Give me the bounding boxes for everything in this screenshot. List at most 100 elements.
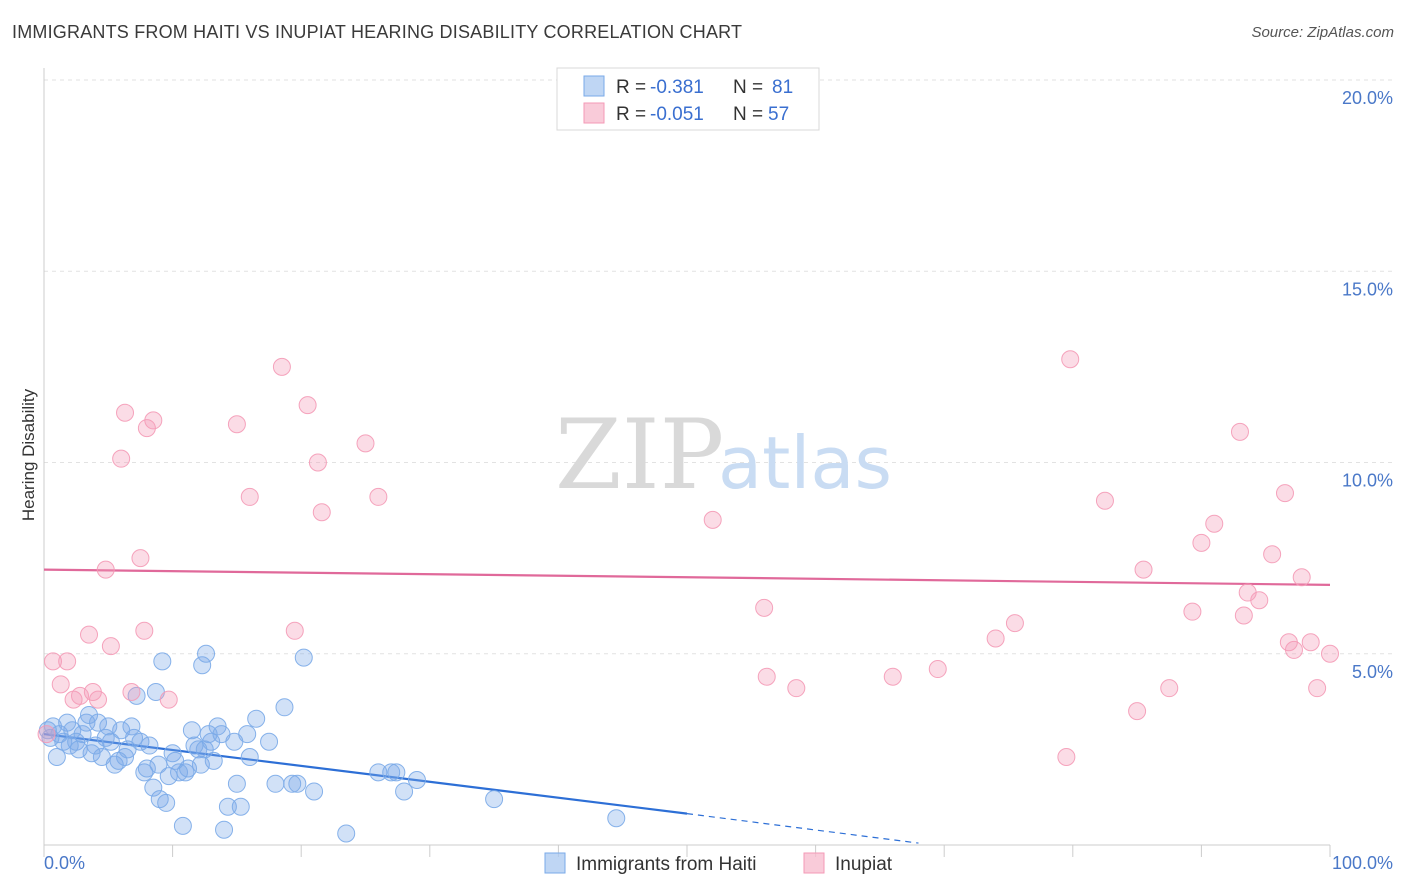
point-haiti-69 [294, 648, 313, 667]
point-haiti-71 [337, 824, 356, 843]
point-haiti-67 [283, 774, 302, 793]
trend-line-extension-haiti [686, 813, 919, 844]
point-haiti-20 [101, 732, 120, 751]
legend-r-value-haiti: -0.381 [650, 77, 704, 98]
point-inupiat-53 [1292, 568, 1311, 587]
top-legend: R = -0.381 N = 81 R = -0.051 N = 57 [556, 67, 820, 131]
watermark: ZIP atlas [555, 399, 892, 511]
point-haiti-3 [47, 748, 66, 767]
point-haiti-65 [266, 774, 285, 793]
point-inupiat-26 [356, 434, 375, 453]
point-inupiat-43 [1192, 533, 1211, 552]
point-inupiat-19 [227, 415, 246, 434]
point-inupiat-36 [1057, 748, 1076, 767]
point-inupiat-48 [1250, 591, 1269, 610]
point-haiti-42 [170, 763, 189, 782]
chart-title: IMMIGRANTS FROM HAITI VS INUPIAT HEARING… [12, 22, 743, 42]
point-inupiat-20 [240, 487, 259, 506]
point-inupiat-44 [1205, 514, 1224, 533]
point-inupiat-16 [137, 419, 156, 438]
point-haiti-15 [86, 736, 105, 755]
point-haiti-62 [240, 748, 259, 767]
legend-n-label-inupiat: N = [733, 104, 763, 125]
point-haiti-35 [149, 755, 168, 774]
point-inupiat-12 [116, 403, 135, 422]
trend-line-inupiat [43, 568, 1331, 586]
point-inupiat-34 [986, 629, 1005, 648]
trend-lines [43, 568, 1331, 844]
point-haiti-68 [288, 774, 307, 793]
point-haiti-61 [238, 725, 257, 744]
point-inupiat-41 [1160, 679, 1179, 698]
point-haiti-63 [247, 709, 266, 728]
point-inupiat-2 [51, 675, 70, 694]
chart-source: Source: ZipAtlas.com [1251, 24, 1394, 41]
bottom-legend-label-haiti: Immigrants from Haiti [576, 854, 757, 875]
point-haiti-16 [89, 713, 108, 732]
legend-swatch-inupiat [583, 102, 605, 124]
point-inupiat-21 [272, 357, 291, 376]
point-haiti-33 [144, 778, 163, 797]
point-inupiat-18 [159, 690, 178, 709]
point-inupiat-25 [312, 503, 331, 522]
point-inupiat-10 [101, 637, 120, 656]
watermark-zip: ZIP [555, 399, 724, 511]
point-inupiat-32 [883, 667, 902, 686]
trend-line-haiti [43, 732, 688, 815]
axes [43, 68, 1331, 857]
point-inupiat-13 [122, 683, 141, 701]
point-inupiat-11 [112, 449, 131, 468]
point-inupiat-6 [80, 625, 99, 644]
point-haiti-66 [275, 698, 294, 717]
point-haiti-57 [218, 797, 237, 816]
point-inupiat-15 [135, 621, 154, 640]
grid-lines [44, 79, 1392, 655]
point-haiti-2 [44, 717, 63, 736]
point-haiti-72 [369, 763, 388, 782]
legend-n-value-haiti: 81 [772, 77, 793, 98]
point-haiti-53 [204, 751, 223, 770]
point-inupiat-22 [285, 621, 304, 640]
point-inupiat-52 [1284, 640, 1303, 659]
point-haiti-37 [153, 652, 172, 671]
point-inupiat-56 [1321, 644, 1339, 663]
point-inupiat-1 [44, 652, 63, 671]
y-tick-labels: 5.0% 10.0% 15.0% 20.0% [1342, 88, 1393, 682]
point-haiti-26 [122, 717, 141, 736]
bottom-legend-label-inupiat: Inupiat [835, 854, 893, 875]
point-haiti-59 [227, 774, 246, 793]
point-haiti-77 [485, 790, 504, 809]
legend-r-label-inupiat: R = [616, 104, 646, 125]
point-haiti-79 [193, 656, 212, 675]
point-haiti-43 [173, 816, 192, 835]
bottom-legend: Immigrants from Haiti Inupiat [544, 852, 893, 875]
watermark-atlas: atlas [718, 421, 892, 505]
point-haiti-76 [407, 770, 426, 789]
point-haiti-29 [131, 732, 150, 751]
point-inupiat-38 [1095, 491, 1114, 510]
point-haiti-8 [63, 721, 82, 740]
legend-n-value-inupiat: 57 [768, 104, 789, 125]
point-inupiat-23 [298, 396, 317, 415]
point-inupiat-14 [131, 549, 150, 568]
point-inupiat-29 [755, 598, 774, 617]
point-haiti-39 [159, 767, 178, 786]
point-haiti-60 [231, 797, 250, 816]
point-inupiat-0 [37, 725, 56, 744]
y-tick-label-2: 15.0% [1342, 279, 1393, 299]
point-haiti-78 [607, 809, 626, 828]
point-haiti-46 [182, 721, 201, 740]
point-inupiat-50 [1275, 484, 1294, 503]
x-tick-label-right: 100.0% [1332, 853, 1393, 873]
point-inupiat-9 [96, 560, 115, 579]
legend-r-label-haiti: R = [616, 77, 646, 98]
point-haiti-64 [260, 732, 279, 751]
point-haiti-38 [157, 793, 176, 812]
point-inupiat-40 [1134, 560, 1153, 579]
point-haiti-56 [215, 820, 234, 839]
point-inupiat-54 [1301, 633, 1320, 652]
legend-swatch-haiti [583, 75, 605, 97]
point-inupiat-8 [89, 690, 108, 709]
y-tick-label-3: 20.0% [1342, 88, 1393, 108]
point-inupiat-33 [928, 660, 947, 679]
